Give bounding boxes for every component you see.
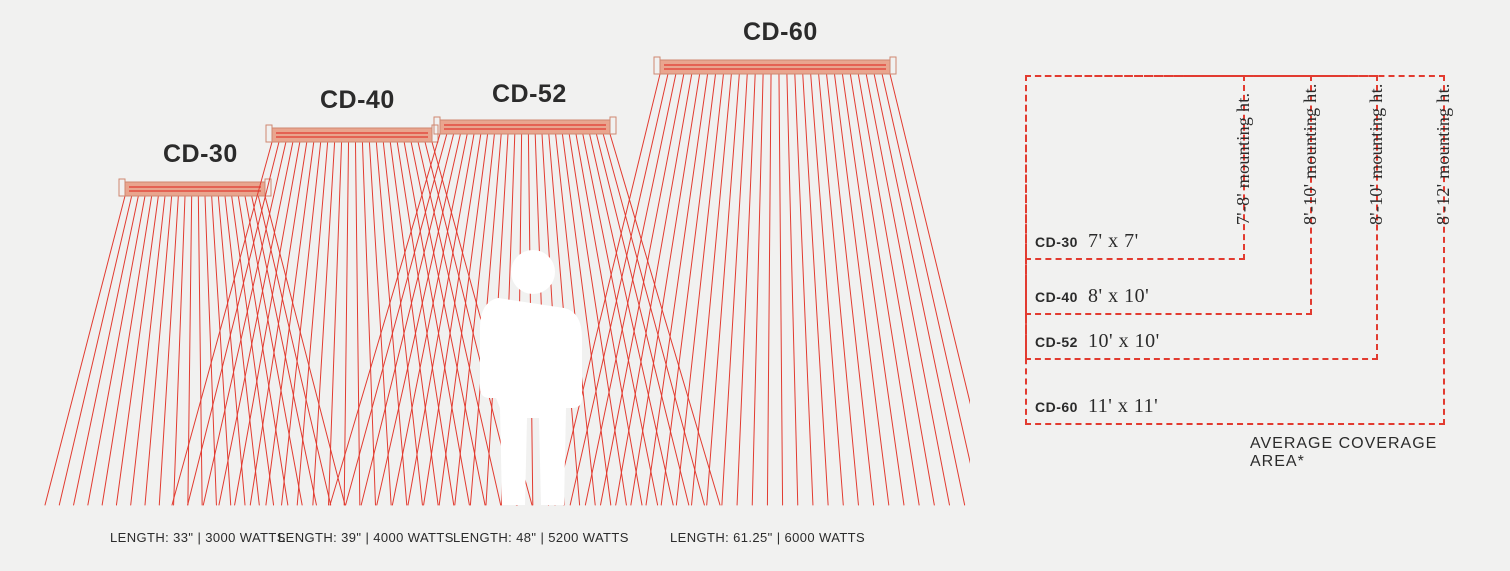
ray bbox=[767, 74, 771, 505]
heater-ray-diagram-panel: CD-30 LENGTH: 33" | 3000 WATTS CD-40 LENGTH… bbox=[0, 0, 970, 566]
ray bbox=[601, 74, 684, 505]
coverage-area-value: 11' x 11' bbox=[1088, 395, 1158, 418]
ray bbox=[424, 134, 481, 505]
human-silhouette bbox=[480, 250, 582, 505]
ray bbox=[377, 134, 461, 505]
ray-diagram-svg bbox=[0, 0, 970, 566]
heater-title-cd60: CD-60 bbox=[743, 18, 818, 47]
coverage-footer: AVERAGE COVERAGE AREA* bbox=[1250, 435, 1475, 471]
ray bbox=[218, 196, 245, 505]
heater-spec-cd30: LENGTH: 33" | 3000 WATTS bbox=[110, 530, 286, 545]
heater-spec-cd52: LENGTH: 48" | 5200 WATTS bbox=[453, 530, 629, 545]
ray bbox=[787, 74, 798, 505]
mounting-height-label: 7'-8' mounting ht. bbox=[1233, 93, 1254, 225]
ray bbox=[116, 196, 158, 505]
ray bbox=[631, 74, 700, 505]
heater-spec-cd60: LENGTH: 61.25" | 6000 WATTS bbox=[670, 530, 865, 545]
ray bbox=[596, 134, 688, 505]
coverage-model-label: CD-52 bbox=[1035, 334, 1078, 350]
heater-spec-cd40: LENGTH: 39" | 4000 WATTS bbox=[278, 530, 454, 545]
ray bbox=[779, 74, 783, 505]
mounting-height-label: 8'-10' mounting ht. bbox=[1300, 83, 1321, 225]
ray bbox=[737, 74, 755, 505]
ray bbox=[795, 74, 813, 505]
ray bbox=[265, 196, 345, 505]
ray bbox=[45, 196, 125, 505]
ray bbox=[376, 142, 406, 505]
heater-title-cd52: CD-52 bbox=[492, 80, 567, 109]
ray bbox=[102, 196, 152, 505]
heater-title-cd40: CD-40 bbox=[320, 86, 395, 115]
ray bbox=[583, 134, 658, 505]
ray bbox=[439, 134, 487, 505]
ray bbox=[610, 134, 720, 505]
heater-cd30-group bbox=[45, 179, 345, 505]
coverage-row-cd-30: CD-30 7' x 7' bbox=[1035, 230, 1139, 253]
coverage-row-cd-60: CD-60 11' x 11' bbox=[1035, 395, 1158, 418]
ray bbox=[397, 142, 454, 505]
ray bbox=[842, 74, 904, 505]
ray bbox=[752, 74, 763, 505]
coverage-panel: CD-307' x 7'CD-408' x 10'CD-5210' x 10'C… bbox=[1025, 75, 1475, 465]
ray bbox=[676, 74, 723, 505]
ray bbox=[252, 196, 317, 505]
coverage-model-label: CD-60 bbox=[1035, 399, 1078, 415]
coverage-area-value: 10' x 10' bbox=[1088, 330, 1160, 353]
ray bbox=[827, 74, 874, 505]
ray bbox=[362, 142, 375, 505]
mounting-height-label: 8'-10' mounting ht. bbox=[1366, 83, 1387, 225]
coverage-area-value: 7' x 7' bbox=[1088, 230, 1139, 253]
ray bbox=[74, 196, 139, 505]
ray bbox=[329, 142, 342, 505]
ray bbox=[282, 142, 321, 505]
heater-body bbox=[272, 128, 432, 142]
ray bbox=[145, 196, 172, 505]
mounting-height-label: 8'-12' mounting ht. bbox=[1433, 83, 1454, 225]
ray bbox=[258, 196, 330, 505]
ray bbox=[369, 142, 391, 505]
coverage-row-cd-40: CD-40 8' x 10' bbox=[1035, 285, 1149, 308]
ray bbox=[188, 196, 192, 505]
heater-title-cd30: CD-30 bbox=[163, 140, 238, 169]
coverage-model-label: CD-30 bbox=[1035, 234, 1078, 250]
ray bbox=[355, 142, 359, 505]
heater-body bbox=[440, 120, 610, 134]
heater-body bbox=[660, 60, 890, 74]
coverage-model-label: CD-40 bbox=[1035, 289, 1078, 305]
ray bbox=[646, 74, 708, 505]
ray bbox=[361, 134, 453, 505]
ray bbox=[882, 74, 970, 505]
coverage-area-value: 8' x 10' bbox=[1088, 285, 1149, 308]
ray bbox=[88, 196, 145, 505]
heater-body bbox=[125, 182, 265, 196]
ray bbox=[297, 142, 327, 505]
heater-cd60-group bbox=[555, 57, 970, 505]
ray bbox=[890, 74, 970, 505]
ray bbox=[131, 196, 165, 505]
coverage-row-cd-52: CD-52 10' x 10' bbox=[1035, 330, 1160, 353]
ray bbox=[866, 74, 949, 505]
ray bbox=[661, 74, 715, 505]
ray bbox=[874, 74, 965, 505]
ray bbox=[850, 74, 919, 505]
ray bbox=[59, 196, 131, 505]
ray bbox=[392, 134, 467, 505]
ray bbox=[834, 74, 888, 505]
ray bbox=[408, 134, 474, 505]
